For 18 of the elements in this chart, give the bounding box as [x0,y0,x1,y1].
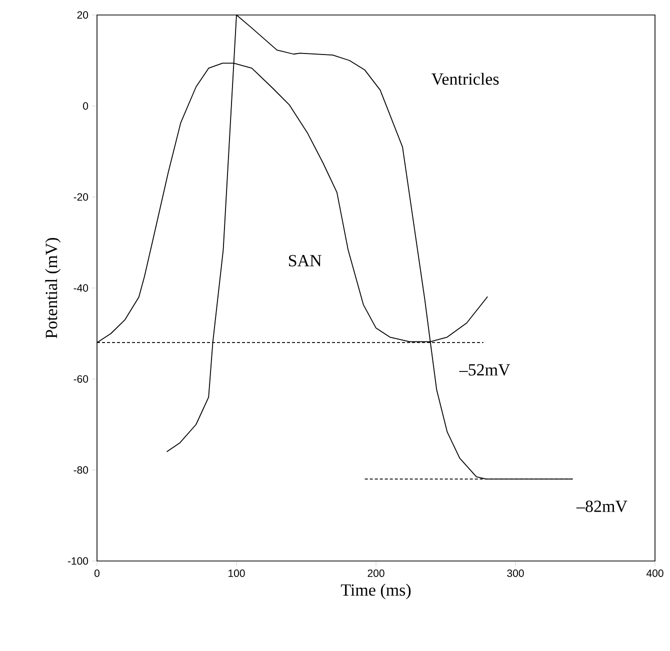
x-tick-label: 400 [646,570,664,577]
y-tick-label: -60 [74,375,88,383]
x-tick-label: 0 [94,570,100,577]
y-tick-label: 0 [83,102,88,110]
x-tick-label: 100 [228,570,245,577]
x-axis-title: Time (ms) [340,584,411,600]
x-tick-label: 300 [507,570,524,577]
series-label: SAN [288,254,322,266]
series-label: –52mV [459,364,510,376]
y-tick-label: 20 [77,11,88,19]
y-tick-label: -20 [74,193,88,201]
y-axis-title: Potential (mV) [45,238,61,338]
y-tick-label: -40 [74,284,88,292]
x-tick-label: 200 [368,570,384,577]
y-tick-label: -80 [74,466,88,474]
series-label: –82mV [576,500,628,512]
y-tick-label: -100 [68,557,88,565]
text: Ventricles [431,72,499,85]
